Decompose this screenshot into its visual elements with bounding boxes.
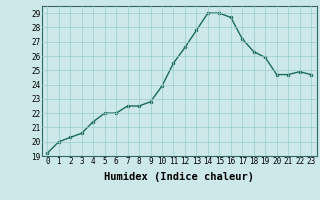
X-axis label: Humidex (Indice chaleur): Humidex (Indice chaleur) xyxy=(104,172,254,182)
